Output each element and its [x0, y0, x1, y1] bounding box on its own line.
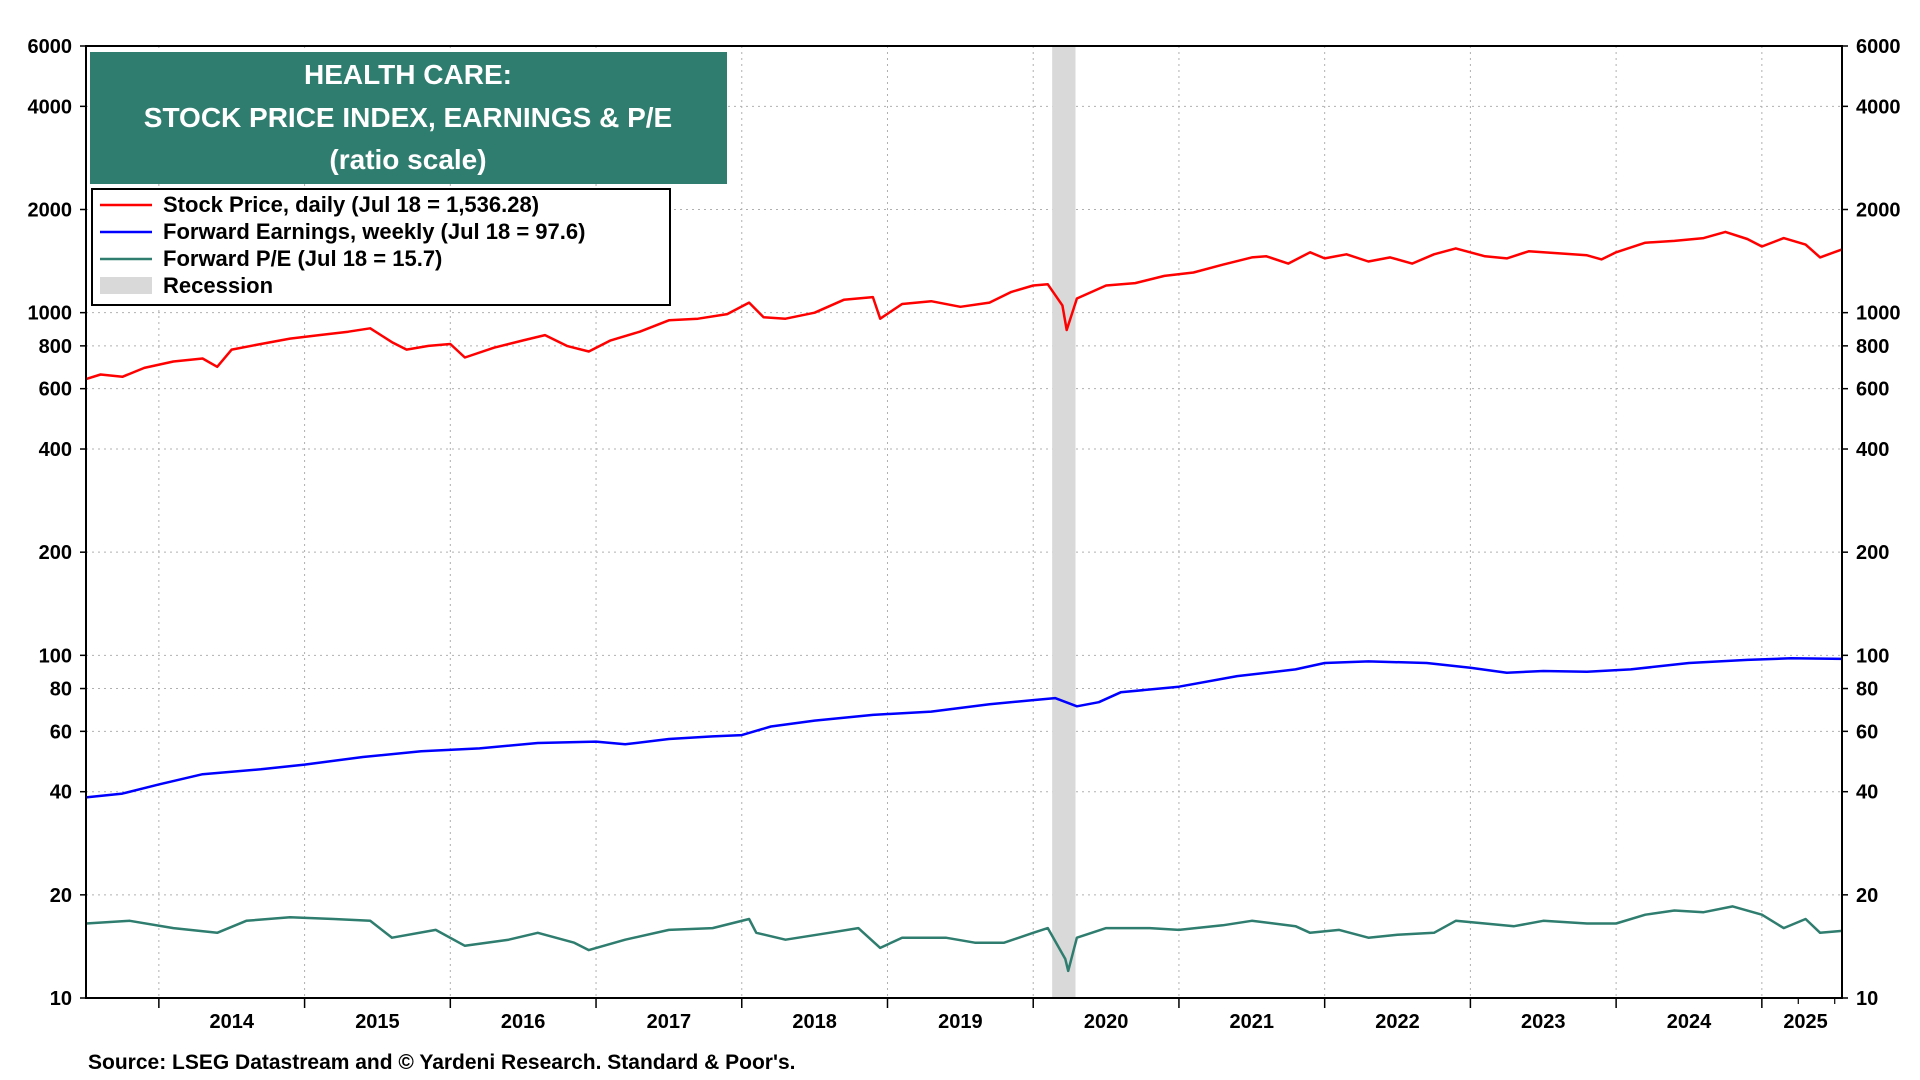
y-tick-label-left: 2000 [28, 199, 73, 221]
series-lines [85, 230, 1843, 973]
legend-label-forward-pe: Forward P/E (Jul 18 = 15.7) [163, 246, 442, 271]
y-tick-label-right: 1000 [1856, 303, 1901, 325]
chart-title-line-3: (ratio scale) [329, 144, 486, 175]
forward-pe-line [85, 905, 1843, 973]
x-tick-label: 2025 [1783, 1011, 1828, 1033]
y-tick-label-right: 60 [1856, 721, 1878, 743]
x-tick-label: 2020 [1084, 1011, 1129, 1033]
y-tick-label-right: 6000 [1856, 36, 1901, 58]
title-box: HEALTH CARE: STOCK PRICE INDEX, EARNINGS… [90, 52, 727, 184]
chart-title-line-2: STOCK PRICE INDEX, EARNINGS & P/E [144, 102, 672, 133]
y-tick-label-right: 100 [1856, 645, 1889, 667]
y-tick-label-left: 10 [50, 988, 72, 1010]
y-tick-label-right: 4000 [1856, 96, 1901, 118]
y-tick-label-right: 200 [1856, 542, 1889, 564]
y-tick-label-left: 4000 [28, 96, 73, 118]
y-tick-label-left: 6000 [28, 36, 73, 58]
grid [86, 46, 1842, 998]
legend: Stock Price, daily (Jul 18 = 1,536.28) F… [91, 188, 671, 306]
y-tick-label-left: 80 [50, 679, 72, 701]
y-tick-label-left: 200 [39, 542, 72, 564]
stock-price-line [85, 230, 1843, 381]
x-tick-label: 2021 [1230, 1011, 1275, 1033]
y-tick-label-right: 20 [1856, 885, 1878, 907]
x-tick-label: 2023 [1521, 1011, 1566, 1033]
x-tick-label: 2024 [1667, 1011, 1712, 1033]
recession-band [1052, 46, 1076, 998]
y-tick-label-left: 100 [39, 645, 72, 667]
legend-label-stock-price: Stock Price, daily (Jul 18 = 1,536.28) [163, 192, 539, 217]
y-tick-label-left: 800 [39, 336, 72, 358]
y-tick-label-right: 40 [1856, 782, 1878, 804]
x-tick-label: 2018 [792, 1011, 837, 1033]
x-tick-label: 2015 [355, 1011, 400, 1033]
y-tick-label-left: 40 [50, 782, 72, 804]
forward-earnings-line [85, 657, 1843, 799]
source-note: Source: LSEG Datastream and © Yardeni Re… [88, 1051, 795, 1074]
y-tick-label-right: 80 [1856, 679, 1878, 701]
chart-title-line-1: HEALTH CARE: [304, 59, 512, 90]
plot-frame [85, 45, 1843, 999]
x-tick-label: 2019 [938, 1011, 983, 1033]
y-tick-label-right: 600 [1856, 379, 1889, 401]
y-tick-label-left: 20 [50, 885, 72, 907]
y-tick-label-right: 400 [1856, 439, 1889, 461]
x-tick-label: 2017 [647, 1011, 692, 1033]
y-axis-right: 10 20 40 60 80 100 200 400 600 800 1000 2000 4000 600… [1842, 36, 1901, 1010]
y-tick-label-left: 600 [39, 379, 72, 401]
x-axis: 2014 2015 2016 2017 2018 2019 2020 2021 2022 2023… [158, 998, 1836, 1033]
legend-label-recession: Recession [163, 273, 273, 298]
x-tick-label: 2022 [1375, 1011, 1420, 1033]
y-axis-left: 10 20 40 60 80 100 200 400 600 800 1000 2000 4000 600… [28, 36, 86, 1010]
y-tick-label-right: 10 [1856, 988, 1878, 1010]
legend-swatch-recession [100, 277, 152, 294]
y-tick-label-right: 800 [1856, 336, 1889, 358]
legend-label-forward-earnings: Forward Earnings, weekly (Jul 18 = 97.6) [163, 219, 585, 244]
y-tick-label-left: 1000 [28, 303, 73, 325]
x-tick-label: 2014 [209, 1011, 254, 1033]
x-tick-label: 2016 [501, 1011, 546, 1033]
y-tick-label-left: 400 [39, 439, 72, 461]
y-tick-label-right: 2000 [1856, 199, 1901, 221]
y-tick-label-left: 60 [50, 721, 72, 743]
